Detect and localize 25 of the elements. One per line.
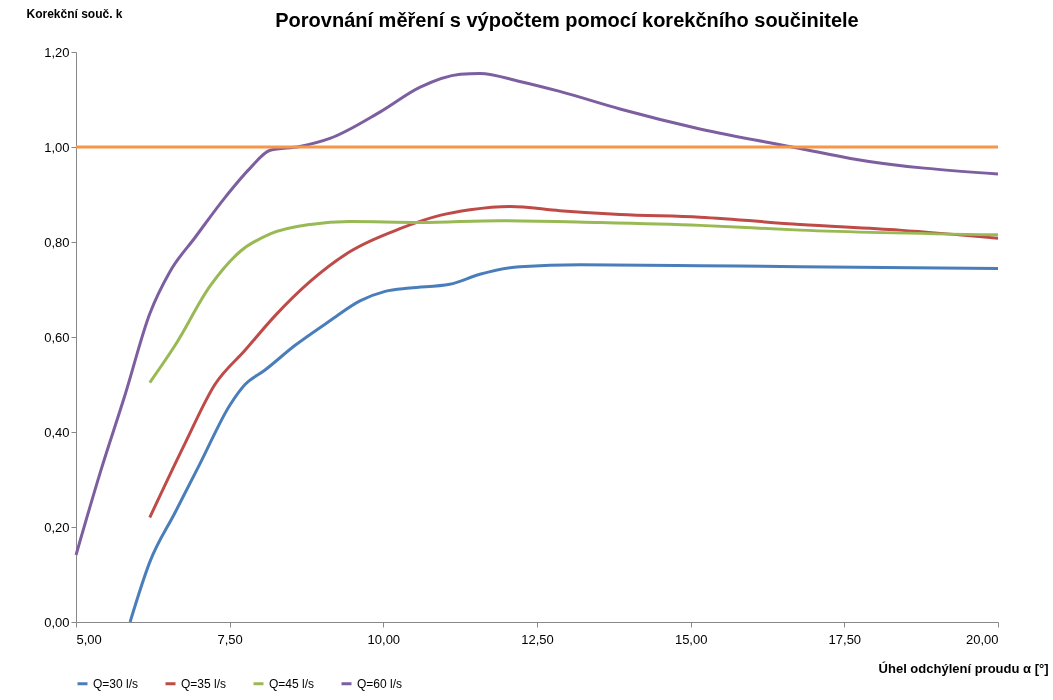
x-tick-label: 12,50 bbox=[521, 631, 554, 647]
line-series bbox=[128, 263, 1000, 624]
line-series bbox=[148, 219, 1000, 385]
y-axis-title: Korekční souč. k bbox=[26, 6, 123, 21]
x-tick-label: 15,00 bbox=[674, 631, 708, 647]
legend-label: Q=45 l/s bbox=[269, 676, 315, 691]
line-series bbox=[148, 204, 1000, 519]
legend-label: Q=30 l/s bbox=[93, 676, 139, 691]
x-tick-label: 5,00 bbox=[76, 631, 102, 647]
x-tick-label: 10,00 bbox=[367, 631, 401, 647]
y-tick-label: 0,60 bbox=[44, 329, 70, 345]
chart-title: Porovnání měření s výpočtem pomocí korekčního součinitele bbox=[275, 9, 859, 31]
y-tick-label: 1,00 bbox=[44, 139, 70, 155]
y-tick-label: 0,00 bbox=[44, 614, 70, 630]
line-series bbox=[74, 71, 1000, 557]
legend-label: Q=35 l/s bbox=[181, 676, 227, 691]
y-tick-label: 0,40 bbox=[44, 424, 70, 440]
y-tick-label: 0,20 bbox=[44, 519, 70, 535]
x-tick-label: 17,50 bbox=[828, 631, 862, 647]
y-tick-label: 1,20 bbox=[44, 44, 70, 60]
y-tick-label: 0,80 bbox=[44, 234, 70, 250]
legend-label: Q=60 l/s bbox=[357, 676, 403, 691]
x-tick-label: 7,50 bbox=[217, 631, 243, 647]
x-axis-title: Úhel odchýlení proudu α [°] bbox=[878, 660, 1049, 676]
x-tick-label: 20,00 bbox=[965, 631, 999, 647]
